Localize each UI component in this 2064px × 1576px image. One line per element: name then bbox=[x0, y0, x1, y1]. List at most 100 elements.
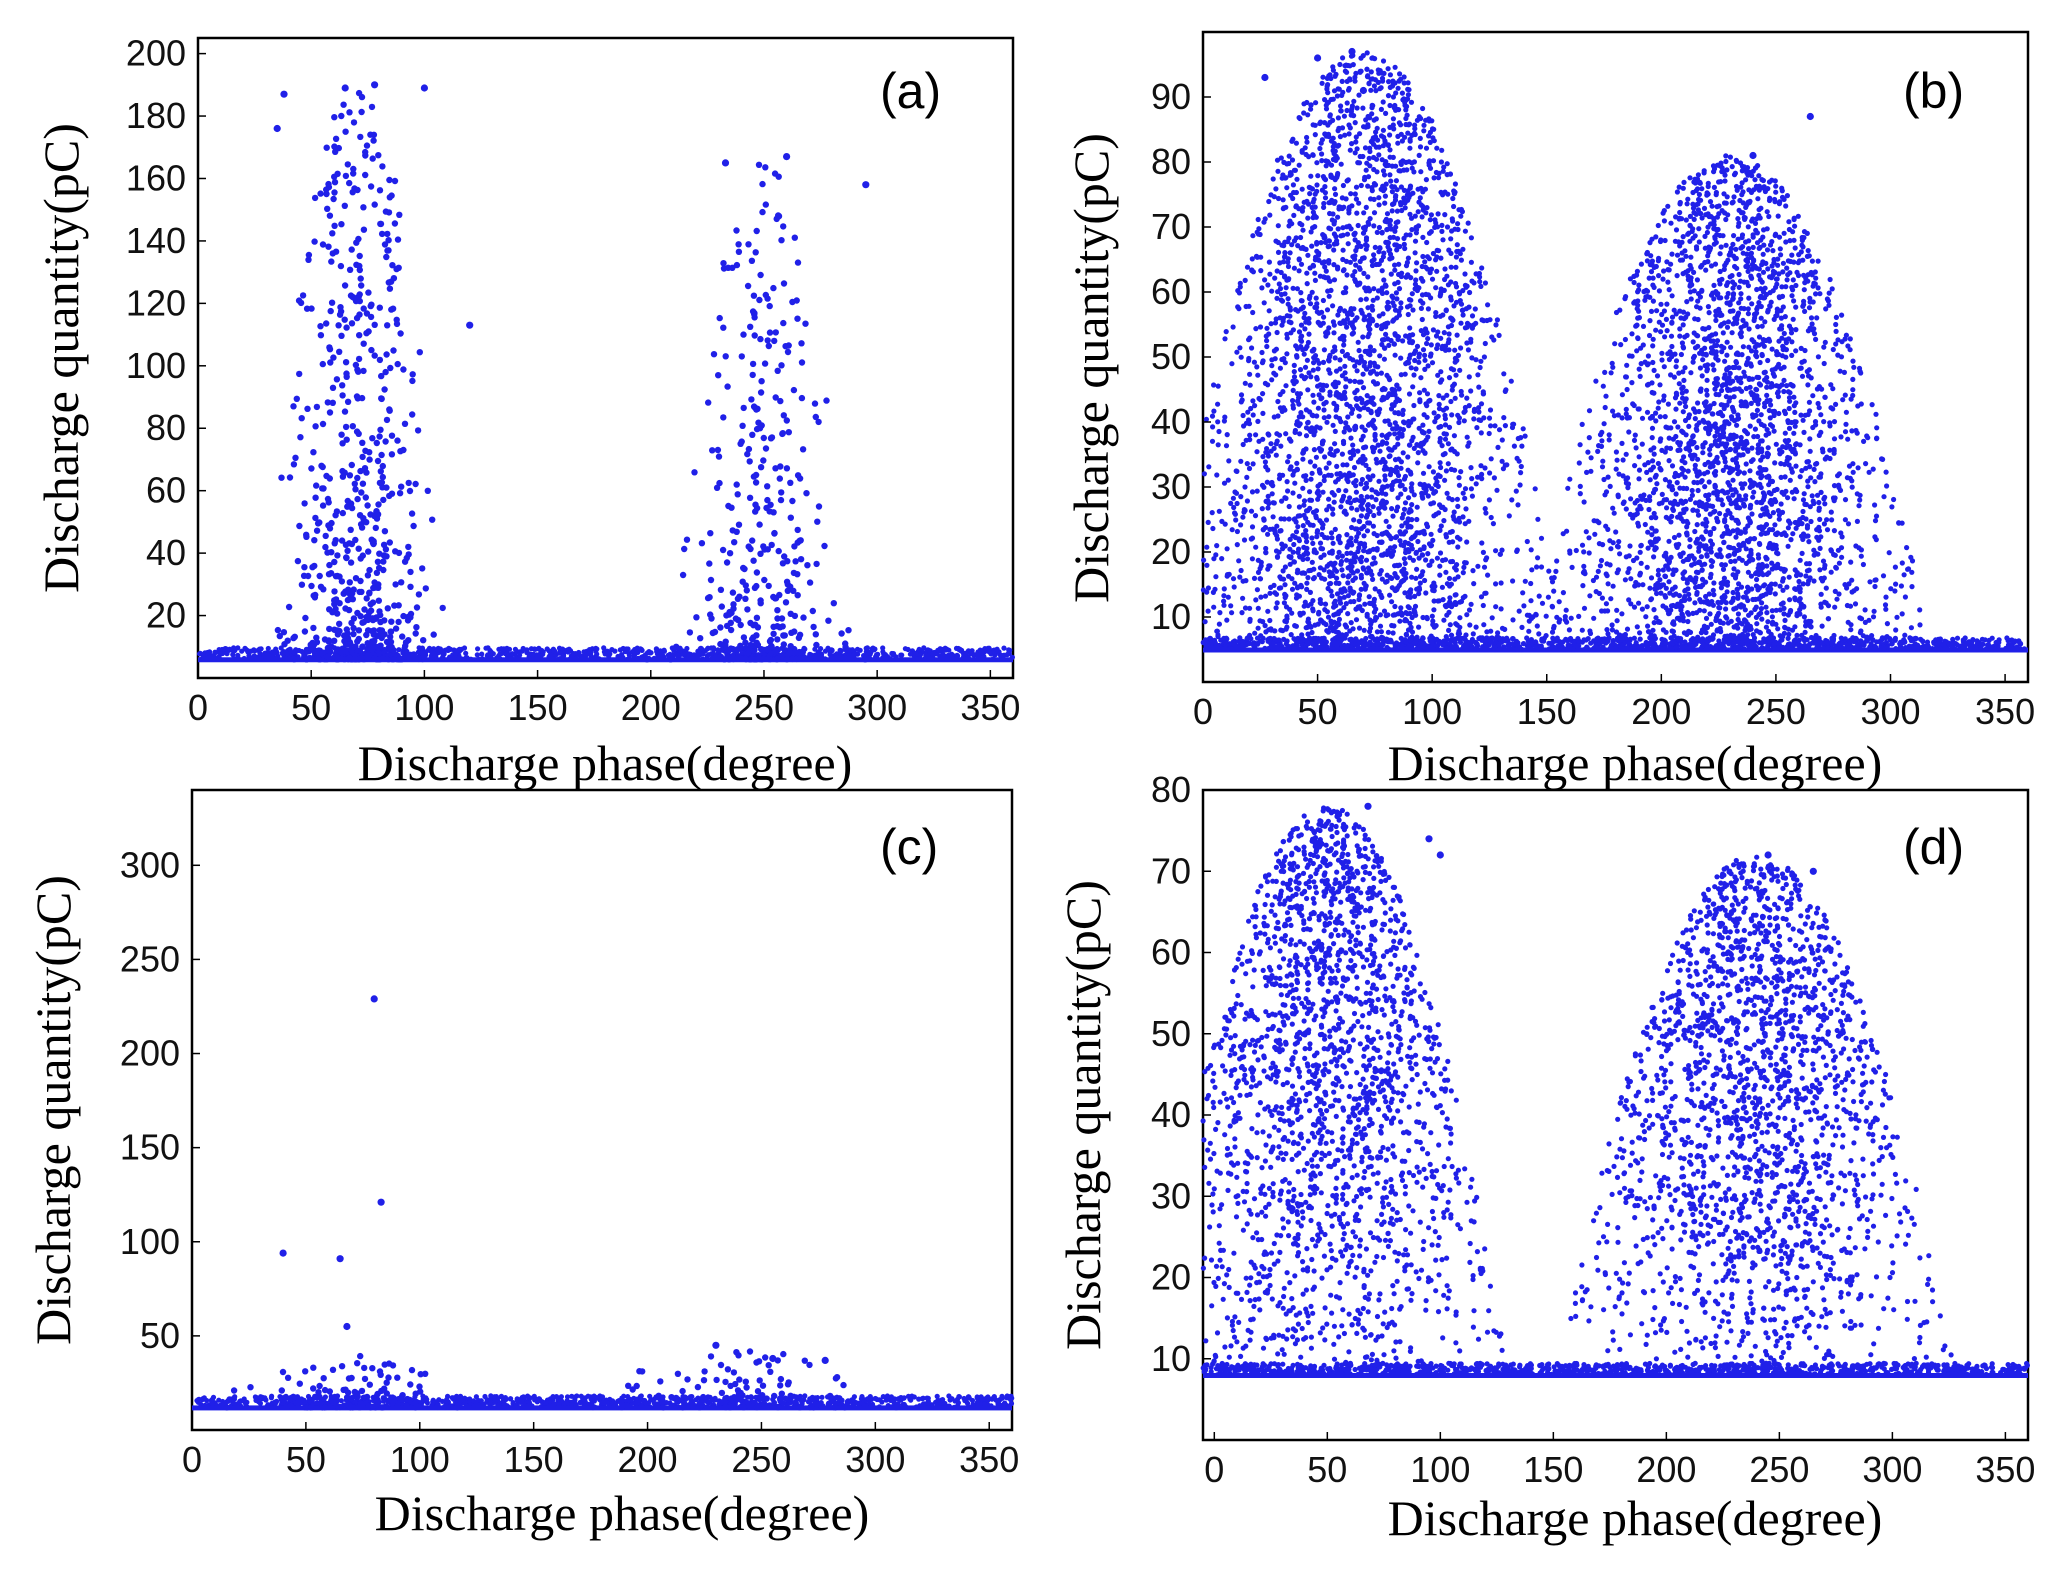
panel-b-data-point bbox=[1209, 413, 1216, 419]
panel-b-data-point bbox=[1202, 637, 1209, 643]
panel-b-data-point bbox=[1226, 458, 1232, 464]
panel-b-data-point bbox=[1361, 580, 1367, 586]
panel-b-data-point bbox=[1301, 544, 1307, 551]
panel-a-data-point bbox=[739, 578, 746, 585]
panel-a-data-point bbox=[325, 653, 332, 661]
panel-b-data-point bbox=[1326, 496, 1332, 502]
panel-a-data-point bbox=[738, 353, 745, 360]
panel-b-data-point bbox=[1397, 71, 1403, 77]
panel-b-data-point bbox=[1339, 553, 1345, 559]
panel-b-data-point bbox=[1384, 572, 1390, 578]
panel-a-data-point bbox=[790, 386, 798, 394]
panel-b-data-point bbox=[1390, 630, 1396, 636]
panel-b-data-point bbox=[1279, 541, 1285, 547]
panel-a-data-point bbox=[348, 646, 355, 653]
panel-b-data-point bbox=[1392, 242, 1398, 248]
panel-a-data-point bbox=[417, 645, 423, 651]
panel-b-data-point bbox=[1385, 239, 1391, 245]
panel-b-data-point bbox=[1340, 247, 1346, 253]
panel-a-data-point bbox=[279, 650, 285, 656]
panel-b-data-point bbox=[1290, 490, 1296, 496]
panel-a-data-point bbox=[298, 581, 306, 588]
panel-b-data-point bbox=[1340, 55, 1346, 61]
panel-a-data-point bbox=[325, 180, 332, 188]
panel-a-data-point bbox=[977, 647, 983, 653]
panel-b-data-point bbox=[1471, 581, 1477, 587]
panel-b-data-point bbox=[1328, 446, 1334, 452]
panel-b-data-point bbox=[1486, 642, 1492, 648]
panel-a-data-point bbox=[752, 479, 760, 486]
panel-b-data-point bbox=[1247, 632, 1253, 638]
panel-b-data-point bbox=[1407, 185, 1413, 191]
panel-a: 0 50 100 150 200 250 300 3502040608010012014016… bbox=[33, 33, 1020, 791]
panel-a-data-point bbox=[331, 540, 338, 547]
panel-a-data-point bbox=[667, 656, 674, 663]
panel-b-data-point bbox=[1370, 576, 1376, 583]
panel-a-data-point bbox=[292, 454, 299, 461]
panel-a-data-point bbox=[364, 640, 371, 647]
panel-b-data-point bbox=[1224, 546, 1230, 552]
panel-b-data-point bbox=[1237, 574, 1243, 580]
panel-b-data-point bbox=[1369, 258, 1375, 264]
panel-b-data-point bbox=[1347, 125, 1353, 131]
panel-a-data-point bbox=[723, 559, 731, 566]
panel-b-data-point bbox=[1348, 620, 1354, 626]
panel-a-data-point bbox=[733, 481, 740, 488]
panel-a-data-point bbox=[297, 434, 304, 441]
panel-b-data-point bbox=[1414, 516, 1420, 523]
panel-b-data-point bbox=[1463, 506, 1469, 512]
panel-a-data-point bbox=[726, 550, 734, 557]
panel-a-data-point bbox=[338, 112, 345, 120]
panel-b-data-point bbox=[1393, 220, 1399, 226]
panel-a-data-point bbox=[483, 645, 489, 651]
panel-a-data-point bbox=[376, 187, 384, 194]
panel-a-data-point bbox=[319, 463, 326, 471]
panel-a-data-point bbox=[312, 423, 319, 430]
panel-a-data-point bbox=[800, 614, 807, 621]
panel-a-data-point bbox=[315, 655, 322, 663]
panel-b-data-point bbox=[1241, 507, 1247, 513]
panel-a-ytick-label: 120 bbox=[126, 282, 186, 323]
panel-b-data-point bbox=[1326, 293, 1332, 299]
panel-b-data-point bbox=[1203, 416, 1209, 422]
panel-b-data-point bbox=[1511, 443, 1517, 449]
panel-b-data-point bbox=[1291, 541, 1297, 548]
panel-a-data-point bbox=[339, 473, 347, 480]
panel-a-data-point bbox=[828, 647, 835, 654]
panel-b-data-point bbox=[1358, 572, 1364, 579]
panel-a-data-point bbox=[341, 316, 348, 323]
panel-b-data-point bbox=[1395, 140, 1401, 146]
panel-a-data-point bbox=[301, 500, 308, 507]
panel-b-data-point bbox=[1421, 122, 1427, 128]
panel-b-data-point bbox=[1229, 610, 1235, 616]
panel-b-data-point bbox=[1353, 262, 1359, 268]
panel-b-data-point bbox=[1442, 266, 1448, 272]
panel-b-data-point bbox=[1441, 617, 1447, 623]
panel-a-data-point bbox=[372, 524, 379, 532]
panel-b-data-point bbox=[1221, 418, 1227, 424]
panel-b-data-point bbox=[1272, 275, 1278, 281]
panel-a-data-point bbox=[690, 655, 697, 662]
panel-b-data-point bbox=[1296, 493, 1302, 499]
panel-a-data-point bbox=[725, 502, 732, 510]
panel-a-data-point bbox=[705, 645, 711, 651]
panel-a-data-point bbox=[303, 533, 310, 540]
panel-a-data-point bbox=[992, 647, 999, 654]
panel-b-data-point bbox=[1360, 153, 1366, 160]
panel-a-data-point bbox=[787, 610, 794, 617]
panel-b-data-point bbox=[1460, 570, 1466, 576]
panel-b-data-point bbox=[1236, 558, 1242, 564]
panel-b-data-point bbox=[1244, 474, 1250, 480]
panel-b-data-point bbox=[1455, 544, 1461, 550]
panel-b-data-point bbox=[1321, 635, 1327, 642]
panel-b-data-point bbox=[1206, 464, 1212, 470]
panel-b-data-point bbox=[1266, 259, 1272, 265]
panel-a-data-point bbox=[594, 646, 600, 652]
panel-b-data-point bbox=[1212, 640, 1218, 646]
panel-b-data-point bbox=[1283, 646, 1289, 652]
panel-b-data-point bbox=[1299, 637, 1305, 643]
panel-a-data-point bbox=[684, 645, 690, 652]
panel-b-data-point bbox=[1292, 480, 1298, 486]
panel-b-data-point bbox=[1460, 490, 1466, 496]
panel-a-data-point bbox=[352, 361, 360, 369]
